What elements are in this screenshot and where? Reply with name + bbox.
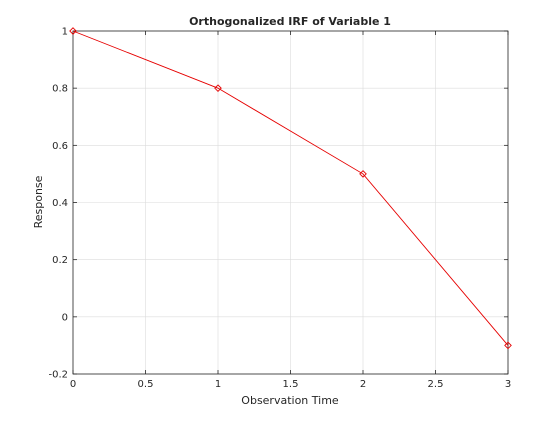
x-tick-label: 0 (70, 379, 76, 390)
x-axis-label: Observation Time (241, 394, 339, 407)
y-tick-label: 0.2 (52, 255, 68, 266)
x-tick-label: 1.5 (283, 379, 299, 390)
x-tick-label: 2 (360, 379, 366, 390)
x-tick-label: 0.5 (138, 379, 154, 390)
y-axis-label: Response (32, 175, 45, 228)
y-tick-label: 0.4 (52, 198, 68, 209)
y-tick-label: 1 (62, 27, 68, 38)
data-point-marker (214, 84, 222, 93)
series-group (69, 27, 512, 350)
series-line (72, 30, 509, 346)
data-point-marker (504, 341, 512, 350)
y-tick-label: 0 (62, 312, 68, 323)
x-tick-label: 2.5 (428, 379, 444, 390)
data-point-marker (359, 170, 367, 178)
ticks: 0 0.5 1 1.5 2 2.5 3-0.200.20.40.60.81 (48, 27, 511, 391)
y-tick-label: 0.8 (52, 84, 68, 95)
y-tick-label: -0.2 (48, 370, 68, 381)
y-tick-label: 0.6 (52, 141, 68, 152)
data-point-marker (69, 27, 77, 35)
x-tick-label: 1 (215, 379, 221, 390)
chart-title: Orthogonalized IRF of Variable 1 (189, 15, 391, 28)
x-tick-label: 3 (505, 379, 511, 390)
